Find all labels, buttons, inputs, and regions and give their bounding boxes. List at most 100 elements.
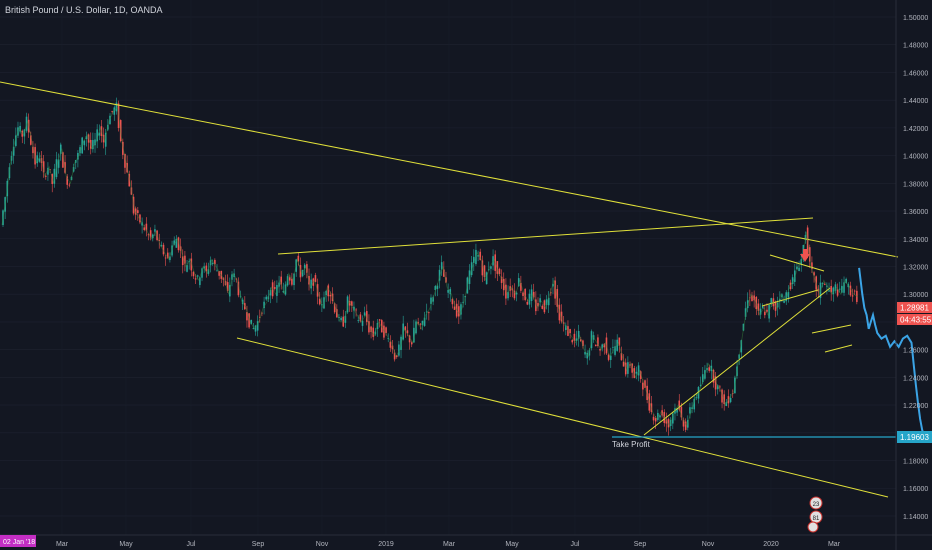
candle-body (721, 389, 723, 403)
candle-body (192, 271, 195, 277)
x-tick-label: May (119, 541, 133, 548)
channel-upper-line[interactable] (0, 81, 899, 258)
candle-body (45, 175, 47, 177)
candle-body (652, 416, 655, 421)
candle-body (387, 337, 389, 339)
candle-body (301, 270, 304, 277)
candle-body (186, 265, 188, 272)
candle-body (128, 173, 131, 187)
candle-body (23, 129, 26, 137)
event-badge-1[interactable] (809, 496, 823, 510)
time-axis[interactable]: Mar May Jul Sep Nov 2019 Mar May Jul Sep Nov 2020 Ma… (56, 541, 841, 548)
event-badges[interactable]: 23 81 (807, 496, 823, 533)
x-tick-label: Jul (571, 541, 580, 548)
candle-body (395, 355, 398, 358)
event-badge-3[interactable] (807, 521, 819, 533)
candle-body (248, 313, 250, 328)
candle-body (622, 361, 625, 367)
candle-body (152, 234, 154, 239)
candle-body (577, 330, 580, 339)
candle-body (246, 312, 248, 321)
grid (0, 16, 896, 517)
candle-body (764, 311, 766, 316)
candle-body (139, 214, 141, 223)
candle-body (513, 290, 516, 299)
candle-body (830, 286, 832, 293)
candle-body (380, 320, 383, 333)
channel-lower-line[interactable] (236, 337, 889, 498)
candle-body (344, 315, 347, 323)
rising-wedge-top-line[interactable] (277, 217, 814, 255)
candle-body (682, 419, 685, 427)
candle-body (241, 299, 244, 305)
candle-body (134, 208, 137, 215)
take-profit-price-value: 1.19603 (900, 433, 929, 442)
candle-body (336, 309, 338, 318)
candle-body (609, 355, 612, 360)
y-tick-label: 1.34000 (903, 237, 928, 244)
candle-body (383, 325, 385, 338)
candle-body (554, 280, 556, 299)
rising-support-line[interactable] (643, 287, 831, 436)
candle-body (199, 277, 201, 285)
candle-body (569, 329, 571, 334)
candle-body (38, 158, 41, 162)
candle-body (32, 146, 34, 154)
candle-body (357, 320, 360, 321)
projection-path[interactable] (858, 267, 926, 438)
candle-body (845, 278, 847, 283)
candle-body (836, 289, 839, 296)
candle-body (137, 210, 139, 214)
candle-body (573, 333, 576, 342)
candle-body (661, 410, 663, 416)
price-axis[interactable]: 1.50000 1.48000 1.46000 1.44000 1.42000 1.400… (903, 15, 928, 521)
candle-body (766, 309, 768, 312)
candle-body (218, 271, 220, 276)
candle-body (355, 309, 357, 311)
candle-body (701, 374, 704, 383)
candle-body (329, 294, 332, 297)
candle-body (263, 301, 265, 309)
candle-body (541, 305, 544, 309)
candle-body (753, 295, 755, 301)
y-tick-label: 1.32000 (903, 264, 928, 271)
candle-body (453, 306, 456, 310)
candle-body (353, 306, 355, 311)
candle-body (440, 262, 443, 270)
candle-body (181, 256, 184, 266)
x-tick-label: Mar (56, 541, 69, 548)
candle-body (19, 125, 21, 132)
candle-body (36, 155, 39, 164)
candle-body (428, 312, 430, 314)
candle-body (66, 176, 68, 185)
candle-body (393, 352, 396, 360)
candle-body (413, 327, 415, 343)
candle-body (823, 284, 826, 285)
candle-body (425, 311, 428, 313)
candle-body (115, 102, 118, 112)
candle-body (657, 412, 659, 420)
candle-body (631, 363, 633, 373)
candle-body (594, 344, 597, 347)
candle-body (607, 354, 610, 360)
candle-body (47, 167, 49, 175)
candle-body (109, 115, 111, 125)
candle-body (708, 367, 710, 371)
candle-body (462, 301, 464, 303)
y-tick-label: 1.50000 (903, 15, 928, 22)
candle-body (481, 260, 484, 276)
candle-body (269, 290, 272, 296)
candle-body (327, 285, 330, 297)
price-series-line (1, 106, 859, 427)
candle-body (853, 290, 856, 292)
candle-body (410, 342, 413, 345)
flag-top-line[interactable] (811, 324, 852, 334)
x-tick-label: Mar (828, 541, 841, 548)
flag-bottom-line[interactable] (824, 344, 853, 353)
pennant-top-line[interactable] (769, 254, 825, 272)
candle-body (432, 297, 434, 302)
y-tick-label: 1.38000 (903, 181, 928, 188)
y-tick-label: 1.42000 (903, 126, 928, 133)
candle-body (693, 398, 696, 410)
